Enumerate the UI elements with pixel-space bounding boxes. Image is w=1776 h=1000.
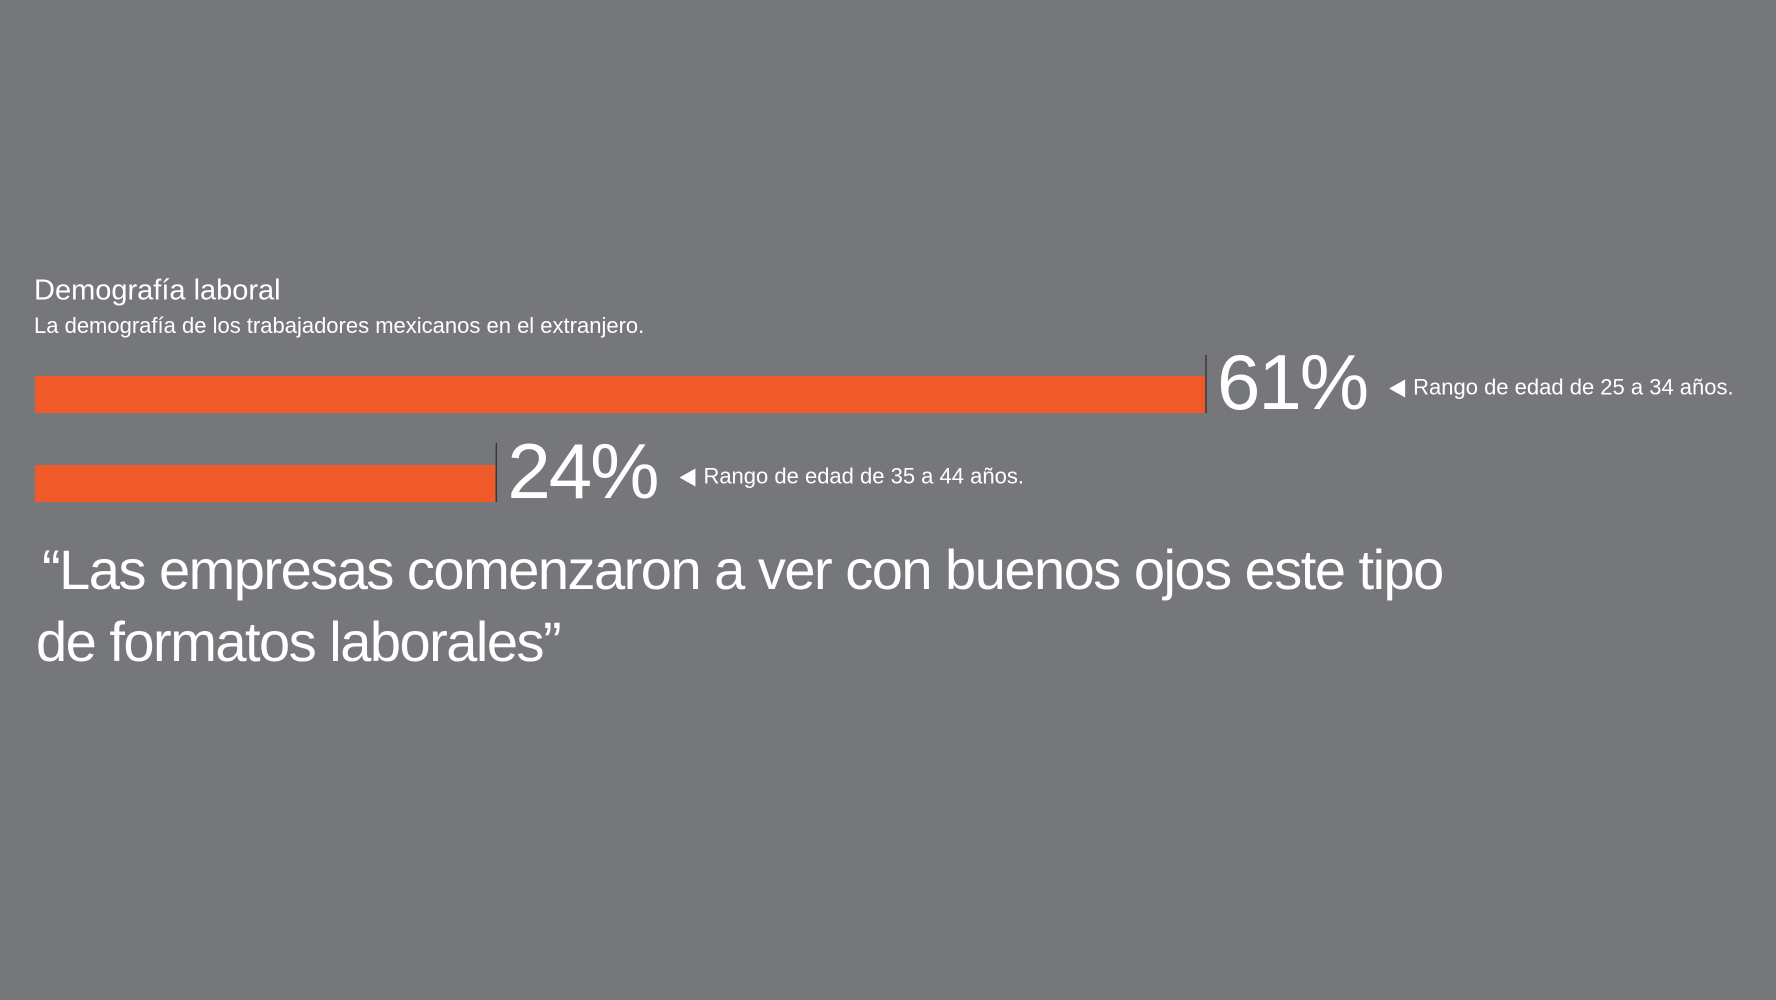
quote-line: “Las empresas comenzaron a ver con bueno… — [42, 538, 1443, 601]
category-label: Rango de edad de 25 a 34 años. — [1413, 374, 1734, 399]
chart-subtitle: La demografía de los trabajadores mexica… — [34, 313, 644, 338]
pointer-triangle — [679, 468, 696, 487]
bar — [35, 376, 1205, 413]
bar — [35, 465, 496, 502]
value-label: 24% — [507, 427, 657, 515]
pointer-triangle — [1389, 379, 1406, 398]
value-label: 61% — [1217, 338, 1367, 426]
category-label: Rango de edad de 35 a 44 años. — [703, 463, 1024, 488]
quote-line: de formatos laborales” — [36, 610, 560, 673]
chart-title: Demografía laboral — [34, 275, 281, 307]
